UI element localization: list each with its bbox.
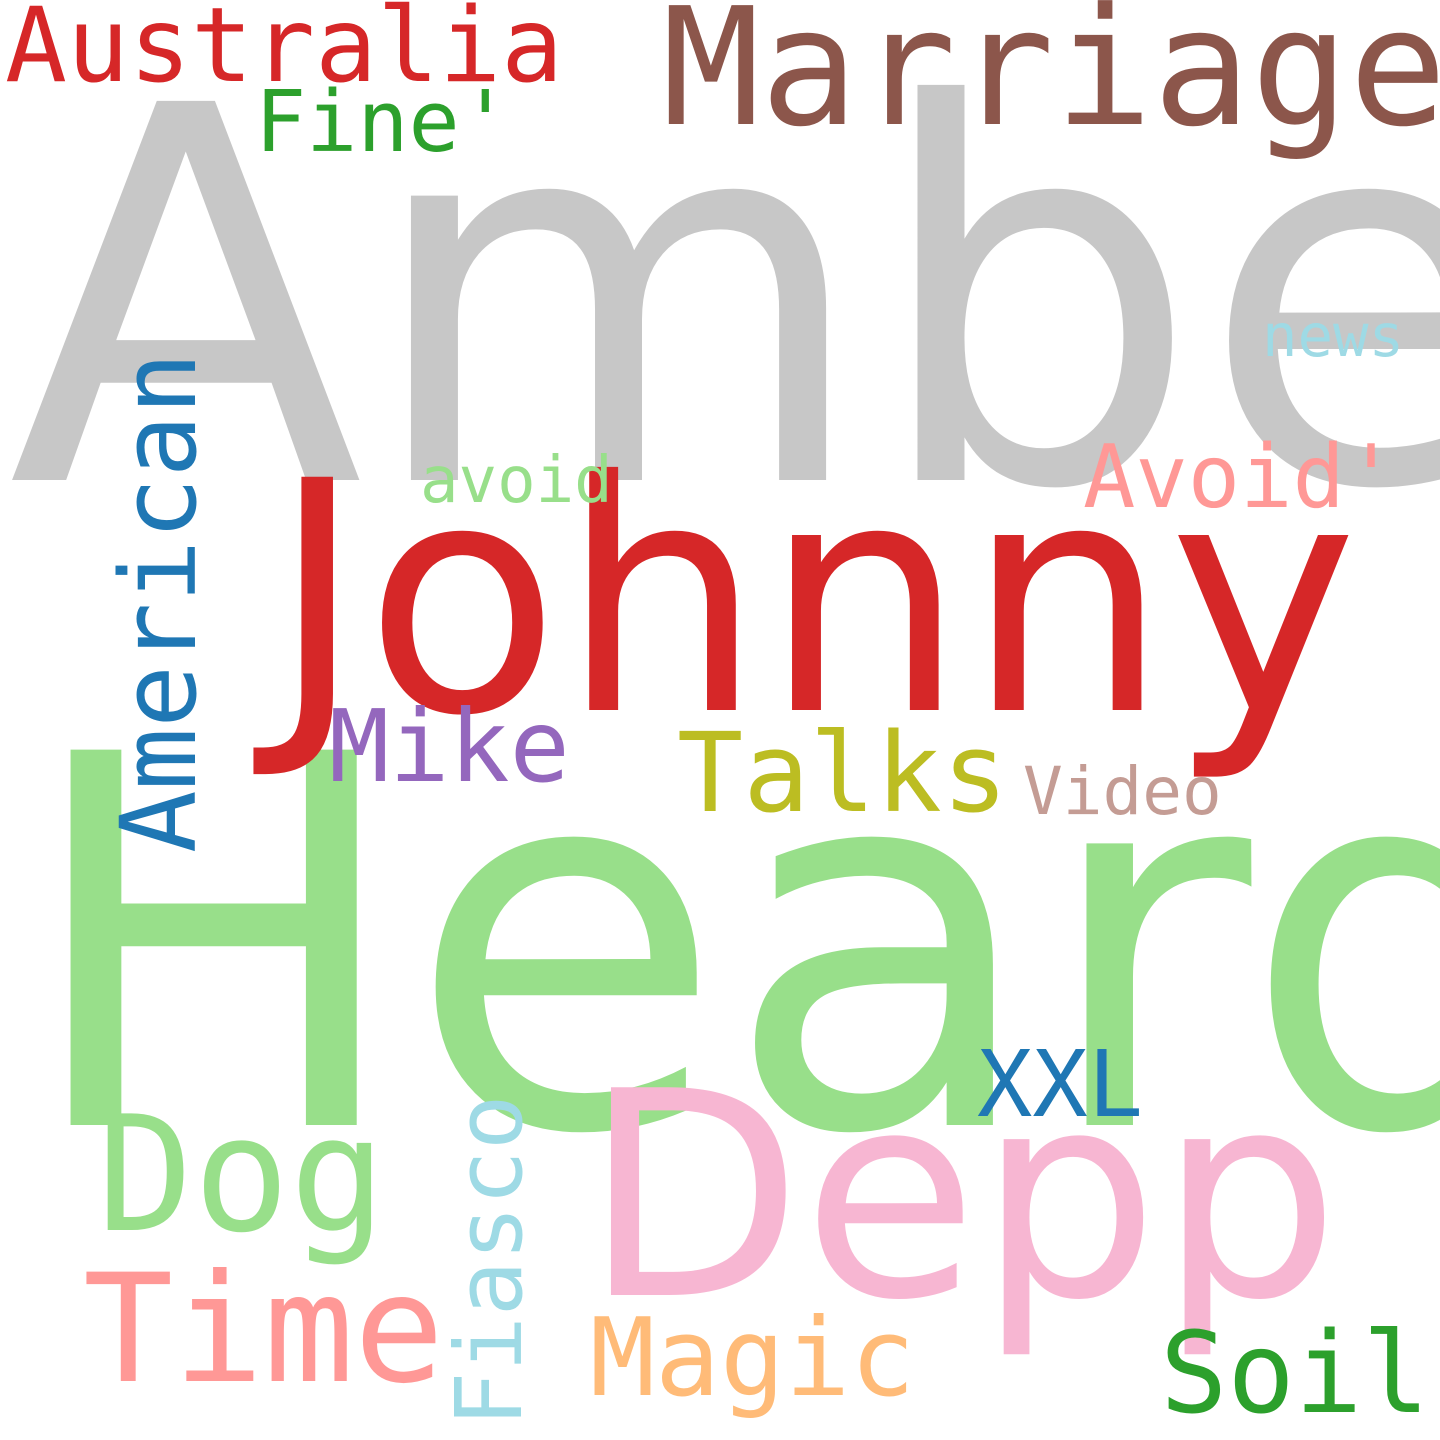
word-johnny: Johnny xyxy=(270,414,1358,786)
word-heard: Heard xyxy=(20,648,1440,1247)
word-soil: Soil xyxy=(1160,1309,1430,1439)
word-news: news xyxy=(1262,301,1405,370)
word-video: Video xyxy=(1023,753,1222,830)
word-time: Time xyxy=(83,1243,445,1417)
word-american: American xyxy=(98,352,220,853)
word-fiasco: Fiasco xyxy=(436,1094,543,1427)
word-avoid: avoid xyxy=(420,444,613,518)
word-magic: Magic xyxy=(590,1296,916,1421)
word-australia: Australia xyxy=(5,0,564,106)
word-dog: Dog xyxy=(97,1081,386,1268)
word-talks: Talks xyxy=(677,709,1009,837)
word-mike: Mike xyxy=(329,688,570,805)
word-amber: Amber xyxy=(8,0,1440,603)
word-depp: Depp xyxy=(583,1031,1340,1363)
word-marriage: Marriage xyxy=(662,0,1440,163)
word-fine: Fine' xyxy=(255,73,511,172)
word-xxl: XXL xyxy=(977,1031,1144,1138)
word-avoid-quote: Avoid' xyxy=(1083,426,1398,528)
